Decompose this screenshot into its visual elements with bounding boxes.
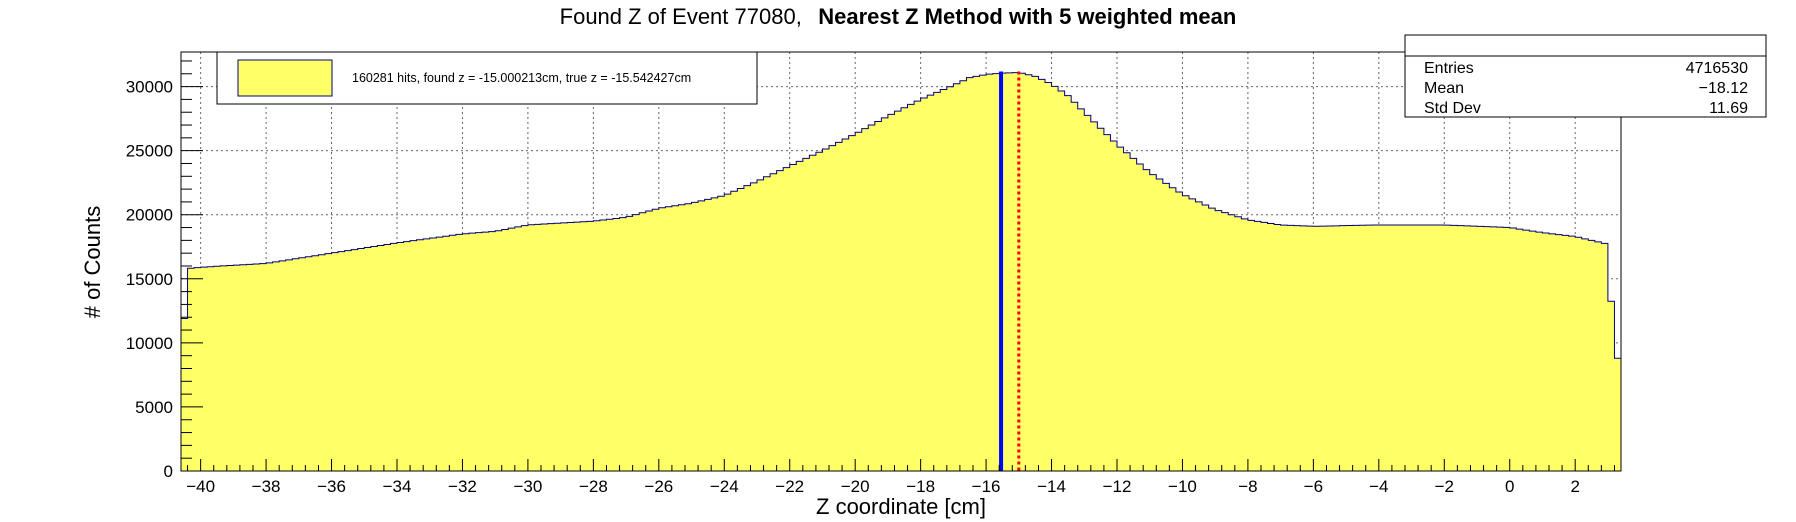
- x-tick-label: −10: [1168, 477, 1197, 496]
- x-tick-label: −18: [906, 477, 935, 496]
- x-tick-label: −24: [710, 477, 739, 496]
- histogram-bars: [180, 72, 1622, 472]
- x-tick-label: −4: [1369, 477, 1388, 496]
- stats-entries-value: 4716530: [1686, 60, 1748, 77]
- stats-frame: [1404, 34, 1767, 118]
- x-tick-label: 2: [1570, 477, 1579, 496]
- x-tick-label: −8: [1238, 477, 1257, 496]
- chart-title-bold: Nearest Z Method with 5 weighted mean: [818, 4, 1236, 29]
- stats-mean-label: Mean: [1424, 80, 1464, 97]
- y-tick-label: 5000: [135, 398, 173, 417]
- x-tick-label: −40: [186, 477, 215, 496]
- stats-entries-label: Entries: [1424, 60, 1474, 77]
- x-tick-label: −34: [383, 477, 412, 496]
- x-tick-label: 0: [1505, 477, 1514, 496]
- x-tick-label: −26: [644, 477, 673, 496]
- y-tick-label: 25000: [126, 142, 173, 161]
- chart-title: Found Z of Event 77080, Nearest Z Method…: [560, 4, 1237, 29]
- x-tick-label: −20: [841, 477, 870, 496]
- x-axis-title: Z coordinate [cm]: [816, 494, 986, 519]
- x-tick-label: −32: [448, 477, 477, 496]
- legend-swatch: [237, 59, 333, 97]
- chart-title-prefix: Found Z of Event 77080,: [560, 4, 802, 29]
- x-tick-label: −36: [317, 477, 346, 496]
- x-tick-label: −6: [1304, 477, 1323, 496]
- stats-mean-value: −18.12: [1699, 80, 1748, 97]
- x-tick-label: −16: [972, 477, 1001, 496]
- x-tick-label: −22: [775, 477, 804, 496]
- x-tick-label: −28: [579, 477, 608, 496]
- y-tick-label: 15000: [126, 270, 173, 289]
- plot-area: [180, 52, 1622, 472]
- y-tick-label: 10000: [126, 334, 173, 353]
- stats-box: Entries 4716530 Mean −18.12 Std Dev 11.6…: [1404, 34, 1767, 118]
- y-tick-label: 20000: [126, 206, 173, 225]
- x-tick-label: −38: [252, 477, 281, 496]
- axes: −40 −38 −36 −34 −32 −30 −28 −26 −24 −22 −20 −18 −16−…: [80, 51, 1622, 519]
- x-tick-label: −30: [513, 477, 542, 496]
- stats-stddev-value: 11.69: [1709, 100, 1748, 117]
- plot-frame: [180, 51, 1622, 472]
- y-tick-label: 30000: [126, 78, 173, 97]
- x-tick-label: −2: [1435, 477, 1454, 496]
- y-tick-label: 0: [164, 462, 173, 481]
- stats-stddev-label: Std Dev: [1424, 100, 1481, 117]
- x-tick-label: −14: [1037, 477, 1066, 496]
- y-axis-title: # of Counts: [80, 206, 105, 319]
- legend-label: 160281 hits, found z = -15.000213cm, tru…: [352, 71, 691, 85]
- legend-box: 160281 hits, found z = -15.000213cm, tru…: [216, 51, 758, 105]
- x-tick-label: −12: [1103, 477, 1132, 496]
